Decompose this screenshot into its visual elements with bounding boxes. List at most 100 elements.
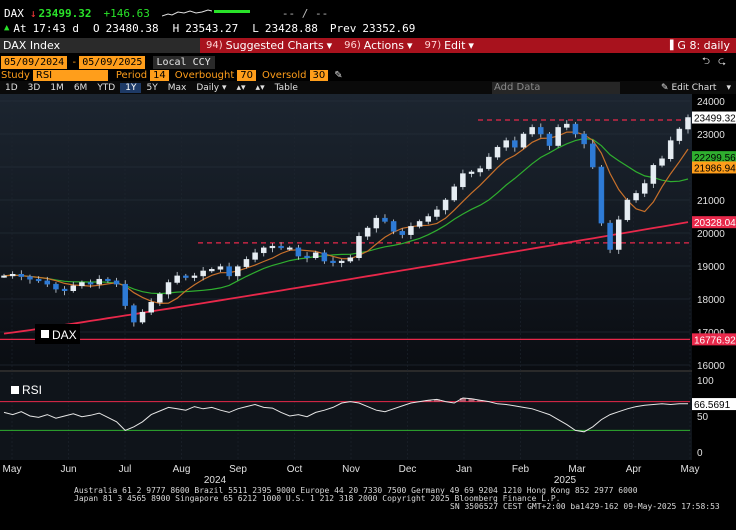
suggested-charts-menu[interactable]: 94) Suggested Charts ▾ xyxy=(200,38,338,53)
candle-body xyxy=(87,282,94,285)
range-1d[interactable]: 1D xyxy=(5,82,18,93)
month-tick-label: Oct xyxy=(287,464,303,475)
candle-body xyxy=(122,283,128,306)
footer: Australia 61 2 9777 8600 Brazil 5511 239… xyxy=(0,487,736,511)
edit-menu[interactable]: 97) Edit ▾ xyxy=(418,38,479,53)
candle-body xyxy=(165,282,172,295)
end-date-field[interactable]: 05/09/2025 xyxy=(79,55,146,69)
period-value: 14 xyxy=(153,70,166,81)
candle-body xyxy=(105,278,111,282)
candle-body xyxy=(113,280,120,285)
range-ytd[interactable]: YTD xyxy=(97,82,116,93)
rsi-value-label: 66.5691 xyxy=(694,400,731,411)
security-field[interactable]: DAX Index xyxy=(0,38,200,53)
menu-bar: DAX Index 94) Suggested Charts ▾ 96) Act… xyxy=(0,38,736,53)
start-date-field[interactable]: 05/09/2024 xyxy=(1,55,68,69)
candles xyxy=(1,114,691,327)
month-tick-label: Aug xyxy=(173,464,191,475)
net-change: +146.63 xyxy=(103,6,150,20)
candle-body xyxy=(564,123,570,128)
oversold-field[interactable]: 30 xyxy=(309,70,329,81)
prev-label: Prev xyxy=(329,21,357,35)
range-max[interactable]: Max xyxy=(167,82,187,93)
candle-body xyxy=(590,143,596,168)
range-1m[interactable]: 1M xyxy=(50,82,64,93)
month-tick-label: Jun xyxy=(60,464,76,475)
rsi-legend-label: RSI xyxy=(22,383,42,397)
candle-body xyxy=(295,247,302,257)
price-gridlines xyxy=(0,100,690,366)
candle-body xyxy=(399,231,406,235)
actions-menu[interactable]: 96) Actions ▾ xyxy=(338,38,418,53)
chart-style-icon[interactable]: ▴▾ xyxy=(255,82,265,93)
quote-row: DAX ↓ 23499.32 +146.63 -- / -- xyxy=(0,6,736,20)
chart-type-icon[interactable]: ▴▾ xyxy=(236,82,246,93)
price-chart[interactable]: 2400023000220002100020000190001800017000… xyxy=(0,94,736,530)
chevron-down-icon: ▾ xyxy=(406,39,413,52)
chart-page-selector[interactable]: ▐ G 8: daily xyxy=(661,38,736,53)
frequency-select[interactable]: Daily ▾ xyxy=(196,82,227,93)
candle-body xyxy=(61,288,68,292)
candle-body xyxy=(131,305,137,323)
price-label-box xyxy=(692,111,736,124)
candle-body xyxy=(252,252,258,260)
candle-body xyxy=(338,260,345,263)
table-button[interactable]: Table xyxy=(274,82,298,93)
candle-body xyxy=(659,158,665,166)
menu-label: Edit xyxy=(444,39,466,52)
rsi-line xyxy=(3,397,688,433)
page-icon: ▐ xyxy=(666,40,674,51)
candle-body xyxy=(312,252,319,259)
chevron-down-icon: ▾ xyxy=(468,39,474,52)
candle-body xyxy=(191,275,198,278)
period-field[interactable]: 14 xyxy=(150,70,169,81)
month-tick-label: Nov xyxy=(342,464,360,475)
candle-body xyxy=(390,221,397,232)
month-tick-label: Mar xyxy=(568,464,586,475)
price-label-text: 16776.92 xyxy=(694,335,736,346)
price-axis: 2400023000220002100020000190001800017000… xyxy=(697,97,725,372)
month-tick-label: Dec xyxy=(399,464,417,475)
rsi-value-box xyxy=(692,398,736,411)
month-tick-label: Jan xyxy=(456,464,472,475)
undo-icon[interactable]: ⮌ xyxy=(701,55,710,67)
candle-body xyxy=(304,255,310,259)
rsi-tick-label: 0 xyxy=(697,448,703,459)
volume-sparkline-icon xyxy=(213,10,250,13)
price-label-box xyxy=(692,216,736,229)
more-options-icon[interactable]: ▾ xyxy=(726,82,731,93)
pencil-icon[interactable]: ✎ xyxy=(334,70,343,81)
high-label: H xyxy=(172,21,180,35)
add-data-input[interactable]: Add Data xyxy=(492,82,620,94)
range-1y[interactable]: 1Y xyxy=(120,82,142,93)
candle-body xyxy=(442,199,449,211)
overbought-field[interactable]: 70 xyxy=(237,70,256,81)
price-label-text: 20328.04 xyxy=(694,218,736,229)
candle-body xyxy=(451,186,457,201)
price-tick-label: 18000 xyxy=(697,295,725,306)
edit-chart-button[interactable]: ✎ Edit Chart xyxy=(661,82,717,93)
candle-body xyxy=(468,171,475,174)
chart-page-label: G 8: daily xyxy=(677,39,730,52)
candle-body xyxy=(70,285,77,291)
year-label: 2024 xyxy=(204,475,227,486)
bid-ask-placeholder: -- / -- xyxy=(281,6,329,20)
overbought-label: Overbought xyxy=(174,70,235,81)
range-3d[interactable]: 3D xyxy=(27,82,41,93)
rsi-overbought-fill xyxy=(425,398,484,402)
study-select[interactable]: RSI xyxy=(32,70,108,81)
candle-body xyxy=(572,123,579,135)
candle-body xyxy=(494,146,501,158)
redo-icon[interactable]: ⮎ xyxy=(717,55,726,67)
candle-body xyxy=(9,274,16,277)
rsi-tick-label: 100 xyxy=(697,376,714,387)
menu-label: Actions xyxy=(363,39,404,52)
candle-body xyxy=(286,247,293,250)
candle-body xyxy=(1,275,7,278)
oversold-value: 30 xyxy=(312,70,326,81)
currency-select[interactable]: Local CCY xyxy=(153,55,216,69)
candle-body xyxy=(624,199,631,221)
range-5y[interactable]: 5Y xyxy=(146,82,158,93)
range-toolbar: 1D 3D 1M 6M YTD 1Y 5Y Max Daily ▾ ▴▾ ▴▾ … xyxy=(0,81,736,94)
range-6m[interactable]: 6M xyxy=(73,82,88,93)
